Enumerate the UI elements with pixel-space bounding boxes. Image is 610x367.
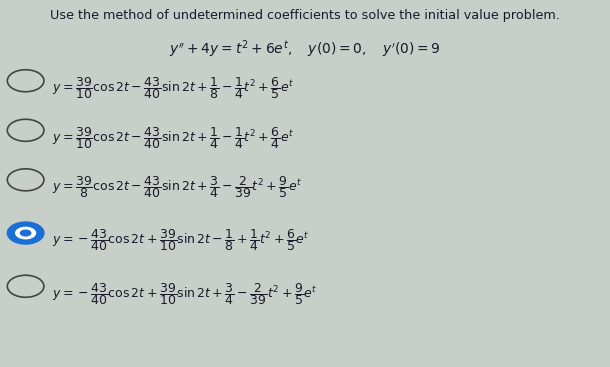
Text: $y = \dfrac{39}{8}\cos 2t - \dfrac{43}{40}\sin 2t + \dfrac{3}{4} - \dfrac{2}{39}: $y = \dfrac{39}{8}\cos 2t - \dfrac{43}{4… (52, 174, 302, 200)
Text: $y = \dfrac{39}{10}\cos 2t - \dfrac{43}{40}\sin 2t + \dfrac{1}{4} - \dfrac{1}{4}: $y = \dfrac{39}{10}\cos 2t - \dfrac{43}{… (52, 125, 294, 150)
Circle shape (20, 229, 32, 237)
Text: $y'' + 4y = t^2 + 6e^t, \quad y(0) = 0, \quad y'(0) = 9$: $y'' + 4y = t^2 + 6e^t, \quad y(0) = 0, … (169, 39, 441, 60)
Text: $y = \dfrac{39}{10}\cos 2t - \dfrac{43}{40}\sin 2t + \dfrac{1}{8} - \dfrac{1}{4}: $y = \dfrac{39}{10}\cos 2t - \dfrac{43}{… (52, 75, 294, 101)
Text: Use the method of undetermined coefficients to solve the initial value problem.: Use the method of undetermined coefficie… (50, 9, 560, 22)
Circle shape (7, 222, 44, 244)
Text: $y = -\dfrac{43}{40}\cos 2t + \dfrac{39}{10}\sin 2t - \dfrac{1}{8} + \dfrac{1}{4: $y = -\dfrac{43}{40}\cos 2t + \dfrac{39}… (52, 228, 309, 253)
Circle shape (15, 227, 36, 239)
Text: $y = -\dfrac{43}{40}\cos 2t + \dfrac{39}{10}\sin 2t + \dfrac{3}{4} - \dfrac{2}{3: $y = -\dfrac{43}{40}\cos 2t + \dfrac{39}… (52, 281, 317, 306)
